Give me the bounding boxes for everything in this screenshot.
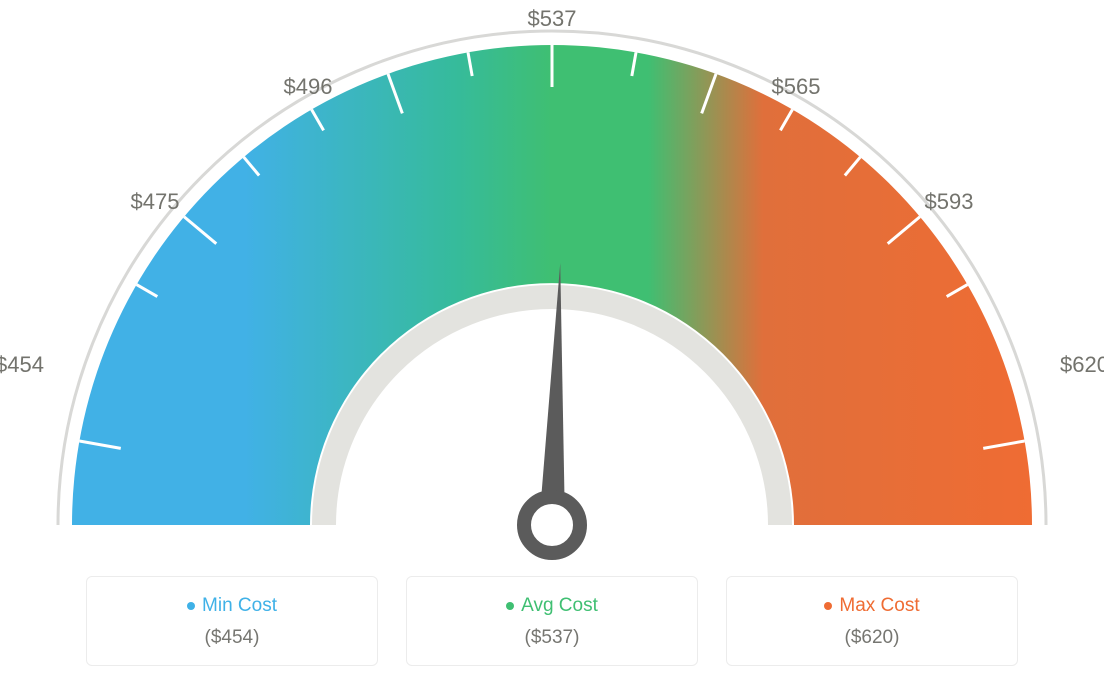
legend-label-text: Min Cost <box>202 595 277 617</box>
legend-value: ($454) <box>205 627 260 649</box>
legend-value: ($537) <box>525 627 580 649</box>
gauge-hub <box>524 497 580 553</box>
legend-box: Max Cost ($620) <box>726 576 1018 666</box>
legend-dot-icon <box>824 602 832 610</box>
gauge-tick-label: $475 <box>131 189 180 214</box>
gauge-tick-label: $565 <box>772 74 821 99</box>
legend-label-text: Max Cost <box>839 595 919 617</box>
legend-row: Min Cost ($454) Avg Cost ($537) Max Cost ($62… <box>0 576 1104 666</box>
legend-box: Min Cost ($454) <box>86 576 378 666</box>
legend-label: Min Cost <box>187 595 277 617</box>
gauge-tick-label: $593 <box>925 189 974 214</box>
gauge-tick-label: $620 <box>1060 352 1104 377</box>
cost-gauge-chart: $454 $475 $496 $537 $565 $593 $620 Min Cost ($4… <box>0 0 1104 690</box>
legend-box: Avg Cost ($537) <box>406 576 698 666</box>
legend-label: Avg Cost <box>506 595 598 617</box>
gauge-tick-label: $454 <box>0 352 44 377</box>
legend-label: Max Cost <box>824 595 919 617</box>
gauge-tick-label: $496 <box>284 74 333 99</box>
gauge-tick-label: $537 <box>528 6 577 31</box>
legend-dot-icon <box>187 602 195 610</box>
legend-value: ($620) <box>845 627 900 649</box>
legend-dot-icon <box>506 602 514 610</box>
legend-label-text: Avg Cost <box>521 595 598 617</box>
